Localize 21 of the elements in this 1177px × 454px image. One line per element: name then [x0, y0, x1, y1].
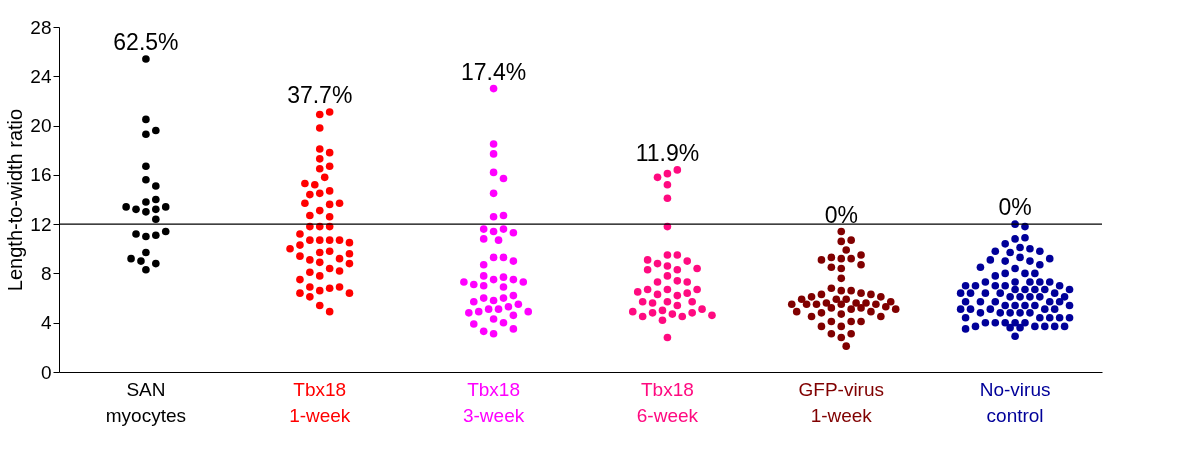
x-tick-label: No-virus control	[979, 378, 1051, 426]
y-tick-label: 12	[30, 213, 52, 235]
x-tick-label: Tbx18 6-week	[636, 378, 699, 426]
annotation: 0%	[998, 194, 1032, 221]
y-tick-label: 28	[30, 16, 52, 38]
y-tick-label: 20	[30, 115, 52, 137]
y-tick-label: 0	[40, 361, 52, 383]
annotation: 11.9%	[635, 139, 700, 166]
annotation: 37.7%	[287, 82, 353, 109]
annotation: 17.4%	[460, 58, 527, 85]
annotation: 62.5%	[113, 29, 179, 56]
x-tick-label: Tbx18 3-week	[462, 378, 525, 426]
y-tick-label: 16	[30, 164, 52, 186]
x-tick-label: Tbx18 1-week	[289, 378, 351, 426]
x-tick-label: SAN myocytes	[105, 378, 187, 426]
y-tick-label: 24	[30, 65, 52, 87]
annotation: 0%	[824, 201, 858, 228]
y-tick-label: 4	[40, 312, 52, 334]
x-tick-label: GFP-virus 1-week	[798, 378, 884, 426]
y-tick-label: 8	[40, 262, 52, 284]
y-axis-title: Length-to-width ratio	[4, 108, 27, 292]
